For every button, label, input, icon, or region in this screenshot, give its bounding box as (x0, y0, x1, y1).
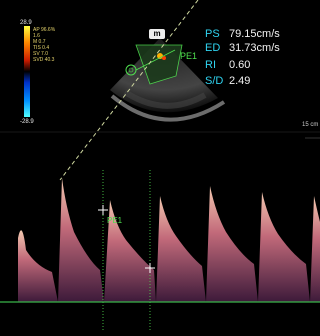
param-sv: SV 7.0 (33, 51, 49, 57)
caliper-end-diastole (145, 263, 155, 273)
echo-sector-wall (110, 94, 226, 122)
caliper-peak (98, 205, 108, 215)
doppler-spectrum (18, 178, 320, 302)
param-tis: TIS 0.4 (33, 45, 50, 51)
measurement-ed-key: ED (205, 42, 221, 54)
measurement-sd-value: 2.49 (229, 75, 251, 87)
param-svd: SVD 40.3 (33, 57, 55, 63)
measurement-ps-value: 79.15cm/s (229, 28, 280, 40)
trace-label: PE1 (107, 216, 123, 225)
scale-top-value: 28.9 (20, 20, 32, 26)
color-box (135, 44, 183, 85)
color-scale-bar (24, 26, 30, 117)
param-1: 1.6 (33, 33, 40, 39)
measurement-ed-value: 31.73cm/s (229, 42, 280, 54)
measurement-sd-key: S/D (205, 75, 224, 87)
scale-bottom-value: -28.9 (20, 119, 34, 125)
mode-badge[interactable]: m (149, 29, 165, 39)
gate-label: PE1 (180, 51, 198, 61)
imaging-params: AP 96.6% 1.6 M 0.7 TIS 0.4 SV 7.0 SVD 40… (33, 27, 55, 63)
measurement-ri-value: 0.60 (229, 59, 251, 71)
depth-label: 15 cm (302, 122, 319, 128)
measurement-ri-key: RI (205, 59, 216, 71)
param-ap: AP 96.6% (33, 27, 56, 33)
doppler-cursor-line (59, 0, 199, 181)
param-mi: M 0.7 (33, 39, 46, 45)
measurement-ps-key: PS (205, 28, 220, 40)
